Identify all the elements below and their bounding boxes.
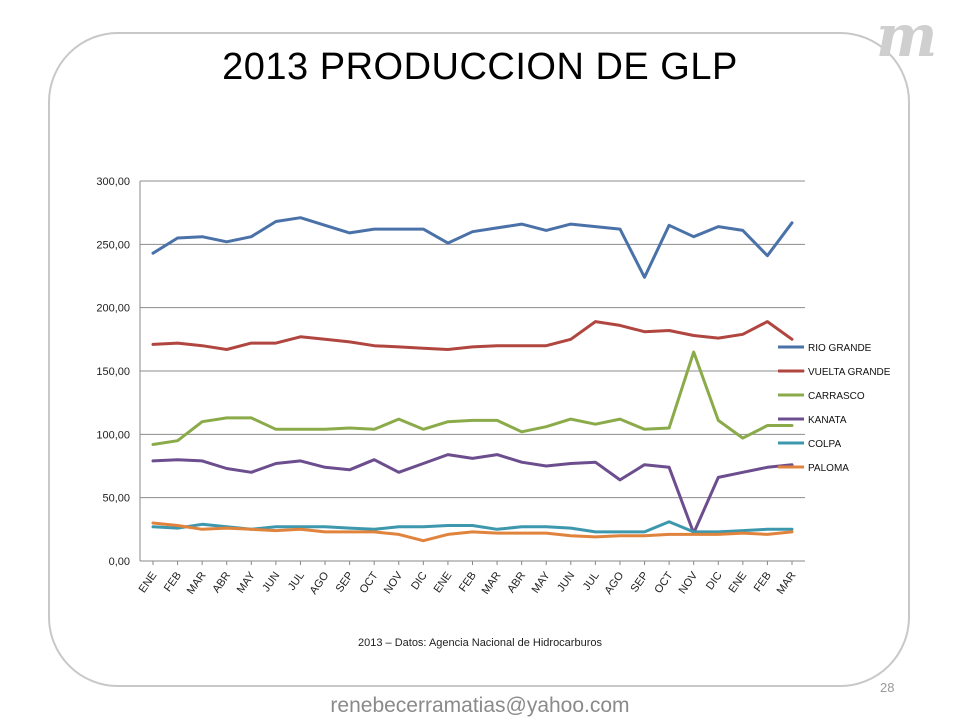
x-tick-label: AGO xyxy=(308,569,332,596)
x-tick-label: NOV xyxy=(382,569,406,596)
x-tick-label: JUL xyxy=(286,570,307,593)
x-tick-label: FEB xyxy=(457,570,479,594)
series-line xyxy=(151,350,794,446)
author-email: renebecerramatias@yahoo.com xyxy=(330,694,630,717)
x-tick-label: JUN xyxy=(555,570,577,594)
x-tick-label: FEB xyxy=(752,570,774,594)
x-tick-label: MAY xyxy=(235,569,258,595)
legend-label: PALOMA xyxy=(808,463,849,474)
x-tick-label: AGO xyxy=(603,569,627,596)
x-tick-label: NOV xyxy=(677,569,701,596)
x-tick-label: ABR xyxy=(210,570,233,595)
y-tick-label: 200,00 xyxy=(96,303,130,315)
series-line xyxy=(151,521,794,543)
series-line xyxy=(151,216,794,279)
legend-label: CARRASCO xyxy=(808,391,865,402)
x-tick-label: ENE xyxy=(137,570,160,595)
slide-title: 2013 PRODUCCION DE GLP xyxy=(222,46,738,88)
x-tick-label: SEP xyxy=(334,570,356,595)
y-tick-label: 300,00 xyxy=(96,176,130,188)
corner-logo: m xyxy=(876,2,937,70)
x-tick-label: JUL xyxy=(581,570,602,593)
x-tick-label: ENE xyxy=(432,570,455,595)
x-tick-label: MAR xyxy=(775,570,799,597)
series-line xyxy=(151,453,794,535)
y-tick-label: 150,00 xyxy=(96,366,130,378)
x-tick-label: DIC xyxy=(409,570,430,592)
x-tick-label: FEB xyxy=(162,570,184,594)
x-tick-label: MAR xyxy=(185,570,209,597)
y-tick-label: 100,00 xyxy=(96,429,130,441)
x-tick-label: DIC xyxy=(704,570,725,592)
x-tick-label: OCT xyxy=(652,570,675,596)
source-caption: 2013 – Datos: Agencia Nacional de Hidroc… xyxy=(358,637,602,649)
y-tick-label: 0,00 xyxy=(109,556,130,568)
legend-label: RIO GRANDE xyxy=(808,343,872,354)
series-line xyxy=(151,320,794,351)
x-tick-label: ENE xyxy=(726,570,749,595)
legend-label: COLPA xyxy=(808,439,841,450)
x-tick-label: MAY xyxy=(530,569,553,595)
page-number: 28 xyxy=(880,680,895,695)
x-tick-label: MAR xyxy=(480,570,504,597)
x-tick-label: JUN xyxy=(260,570,282,594)
x-tick-label: SEP xyxy=(629,570,651,595)
legend-label: KANATA xyxy=(808,415,847,426)
y-tick-label: 250,00 xyxy=(96,239,130,251)
slide-frame xyxy=(48,32,910,687)
x-tick-label: OCT xyxy=(357,570,380,596)
x-tick-label: ABR xyxy=(505,570,528,595)
legend-label: VUELTA GRANDE xyxy=(808,367,891,378)
y-tick-label: 50,00 xyxy=(102,493,130,505)
